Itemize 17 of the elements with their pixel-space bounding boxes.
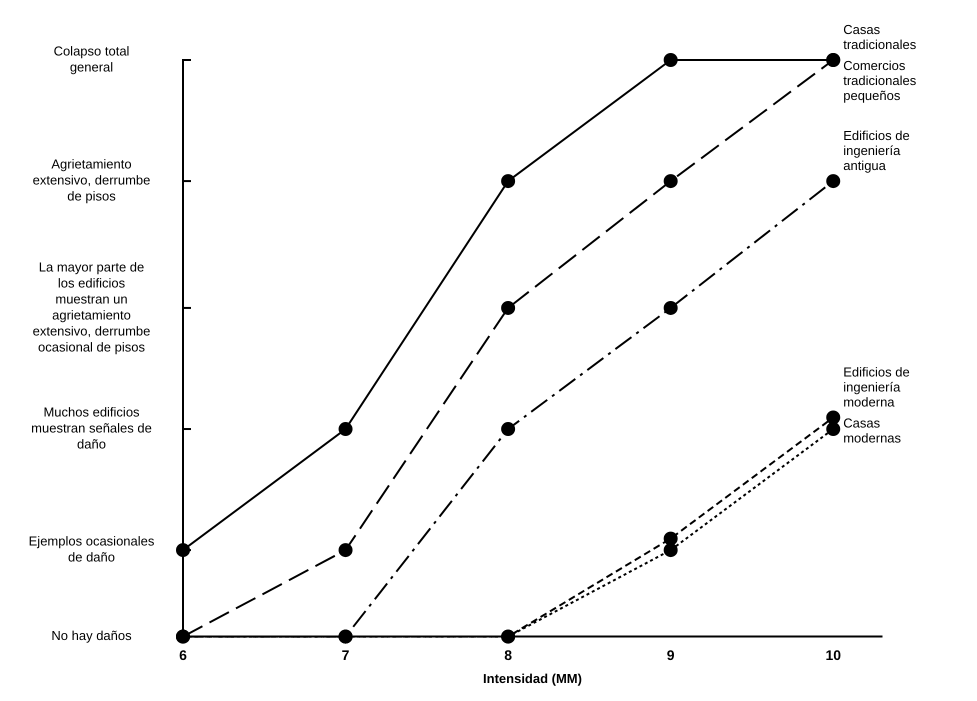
text: Ejemplos ocasionales de daño (28, 534, 155, 565)
series-label: Edificios de ingeniería moderna (843, 364, 910, 410)
text: La mayor parte de los edificios muestran un agrietamiento extensivo, derrumbe ocasional de pisos (32, 260, 150, 355)
series-label: Casas modernas (843, 416, 902, 446)
x-tick-label: 9 (666, 646, 675, 663)
text: Colapso total general (54, 44, 130, 75)
series-label: Casas tradicionales (843, 22, 917, 52)
x-tick-label: 8 (504, 646, 512, 663)
x-tick-label: 6 (179, 646, 188, 663)
series-label: Edificios de ingeniería antigua (843, 128, 910, 174)
text: No hay daños (51, 628, 132, 644)
series-label: Comercios tradicionales pequeños (843, 58, 917, 104)
x-tick-label: 10 (825, 646, 842, 663)
text: Muchos edificios muestran señales de daño (31, 404, 152, 452)
text: Agrietamiento extensivo, derrumbe de pisos (32, 156, 150, 204)
x-tick-label: 7 (342, 646, 350, 663)
x-axis-title: Intensidad (MM) (483, 670, 582, 686)
